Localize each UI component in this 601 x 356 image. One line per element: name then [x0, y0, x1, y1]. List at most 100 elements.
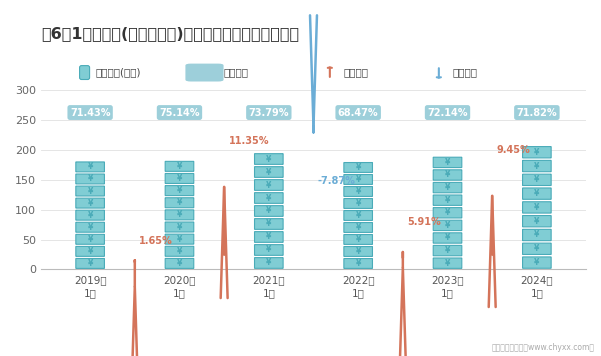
Text: 同比减少: 同比减少: [453, 68, 477, 78]
Text: ¥: ¥: [445, 196, 450, 205]
FancyBboxPatch shape: [255, 180, 283, 190]
Text: ¥: ¥: [355, 175, 361, 184]
Text: ¥: ¥: [177, 186, 182, 195]
Text: ¥: ¥: [445, 259, 450, 268]
FancyBboxPatch shape: [186, 64, 224, 82]
FancyBboxPatch shape: [344, 199, 373, 208]
Text: 73.79%: 73.79%: [249, 108, 289, 117]
Text: ¥: ¥: [445, 158, 450, 167]
FancyBboxPatch shape: [344, 187, 373, 197]
FancyBboxPatch shape: [522, 174, 551, 185]
Text: ¥: ¥: [534, 203, 540, 212]
Text: ¥: ¥: [87, 199, 93, 208]
Text: ¥: ¥: [266, 180, 272, 189]
Text: 11.35%: 11.35%: [228, 136, 269, 146]
Text: 寿险占比: 寿险占比: [224, 68, 249, 78]
FancyBboxPatch shape: [522, 202, 551, 213]
FancyBboxPatch shape: [255, 219, 283, 229]
FancyBboxPatch shape: [344, 174, 373, 184]
FancyBboxPatch shape: [255, 232, 283, 242]
Text: 累计保费(亿元): 累计保费(亿元): [96, 68, 141, 78]
Text: ¥: ¥: [177, 210, 182, 219]
Text: -7.87%: -7.87%: [318, 176, 356, 186]
FancyBboxPatch shape: [76, 174, 105, 184]
FancyBboxPatch shape: [433, 157, 462, 168]
Text: ¥: ¥: [87, 174, 93, 183]
Text: ¥: ¥: [266, 258, 272, 267]
FancyBboxPatch shape: [522, 243, 551, 255]
Text: ¥: ¥: [355, 187, 361, 196]
FancyBboxPatch shape: [522, 215, 551, 227]
Text: ¥: ¥: [87, 259, 93, 268]
FancyBboxPatch shape: [76, 186, 105, 196]
Text: ¥: ¥: [177, 162, 182, 171]
Text: ¥: ¥: [82, 68, 88, 78]
Text: ¥: ¥: [87, 187, 93, 195]
FancyBboxPatch shape: [522, 229, 551, 241]
Text: ¥: ¥: [445, 171, 450, 179]
FancyBboxPatch shape: [433, 220, 462, 231]
FancyBboxPatch shape: [522, 147, 551, 158]
Text: 5.91%: 5.91%: [407, 217, 441, 227]
Text: 75.14%: 75.14%: [159, 108, 200, 117]
Text: ¥: ¥: [87, 223, 93, 232]
Text: ¥: ¥: [355, 259, 361, 268]
Text: ¥: ¥: [266, 194, 272, 203]
Text: ¥: ¥: [87, 162, 93, 171]
Text: ¥: ¥: [534, 189, 540, 198]
FancyBboxPatch shape: [433, 195, 462, 205]
Text: ¥: ¥: [445, 208, 450, 217]
FancyBboxPatch shape: [255, 258, 283, 268]
Text: ¥: ¥: [534, 162, 540, 171]
Text: ¥: ¥: [534, 258, 540, 267]
FancyBboxPatch shape: [165, 185, 194, 195]
FancyBboxPatch shape: [433, 182, 462, 193]
Text: ¥: ¥: [266, 220, 272, 229]
Text: 近6年1月辽宁省(不含大连市)累计原保险保费收入统计图: 近6年1月辽宁省(不含大连市)累计原保险保费收入统计图: [41, 26, 299, 41]
FancyBboxPatch shape: [344, 222, 373, 232]
FancyBboxPatch shape: [255, 154, 283, 164]
FancyBboxPatch shape: [165, 210, 194, 220]
Text: ¥: ¥: [177, 235, 182, 244]
FancyBboxPatch shape: [255, 245, 283, 255]
Text: ¥: ¥: [266, 232, 272, 241]
Text: ¥: ¥: [445, 221, 450, 230]
Text: ¥: ¥: [534, 244, 540, 253]
FancyBboxPatch shape: [344, 163, 373, 172]
FancyBboxPatch shape: [522, 160, 551, 172]
Text: ¥: ¥: [355, 223, 361, 232]
Text: ¥: ¥: [534, 230, 540, 240]
Text: ¥: ¥: [266, 168, 272, 177]
Text: ¥: ¥: [355, 163, 361, 172]
Text: 同比增加: 同比增加: [343, 68, 368, 78]
Text: 71.43%: 71.43%: [70, 108, 111, 117]
FancyBboxPatch shape: [433, 258, 462, 268]
FancyBboxPatch shape: [76, 162, 105, 172]
Text: ¥: ¥: [534, 217, 540, 226]
Text: ¥: ¥: [266, 155, 272, 163]
Text: ¥: ¥: [355, 199, 361, 208]
Text: ¥: ¥: [445, 183, 450, 192]
FancyBboxPatch shape: [344, 258, 373, 268]
FancyBboxPatch shape: [165, 198, 194, 208]
Text: ¥: ¥: [355, 235, 361, 244]
Text: 制图：智研咨询（www.chyxx.com）: 制图：智研咨询（www.chyxx.com）: [492, 344, 595, 352]
Text: ¥: ¥: [445, 246, 450, 255]
FancyBboxPatch shape: [165, 246, 194, 256]
Text: 71.82%: 71.82%: [516, 108, 557, 117]
FancyBboxPatch shape: [165, 173, 194, 183]
FancyBboxPatch shape: [76, 234, 105, 244]
Text: ¥: ¥: [266, 206, 272, 215]
Text: ¥: ¥: [177, 259, 182, 268]
Text: 1.65%: 1.65%: [139, 236, 173, 246]
Text: ¥: ¥: [355, 247, 361, 256]
Text: ¥: ¥: [266, 246, 272, 255]
Text: 9.45%: 9.45%: [496, 145, 531, 155]
FancyBboxPatch shape: [433, 245, 462, 256]
Text: ¥: ¥: [534, 176, 540, 184]
FancyBboxPatch shape: [433, 170, 462, 180]
FancyBboxPatch shape: [344, 210, 373, 220]
Text: ¥: ¥: [177, 198, 182, 207]
FancyBboxPatch shape: [255, 206, 283, 216]
Text: ¥: ¥: [534, 148, 540, 157]
